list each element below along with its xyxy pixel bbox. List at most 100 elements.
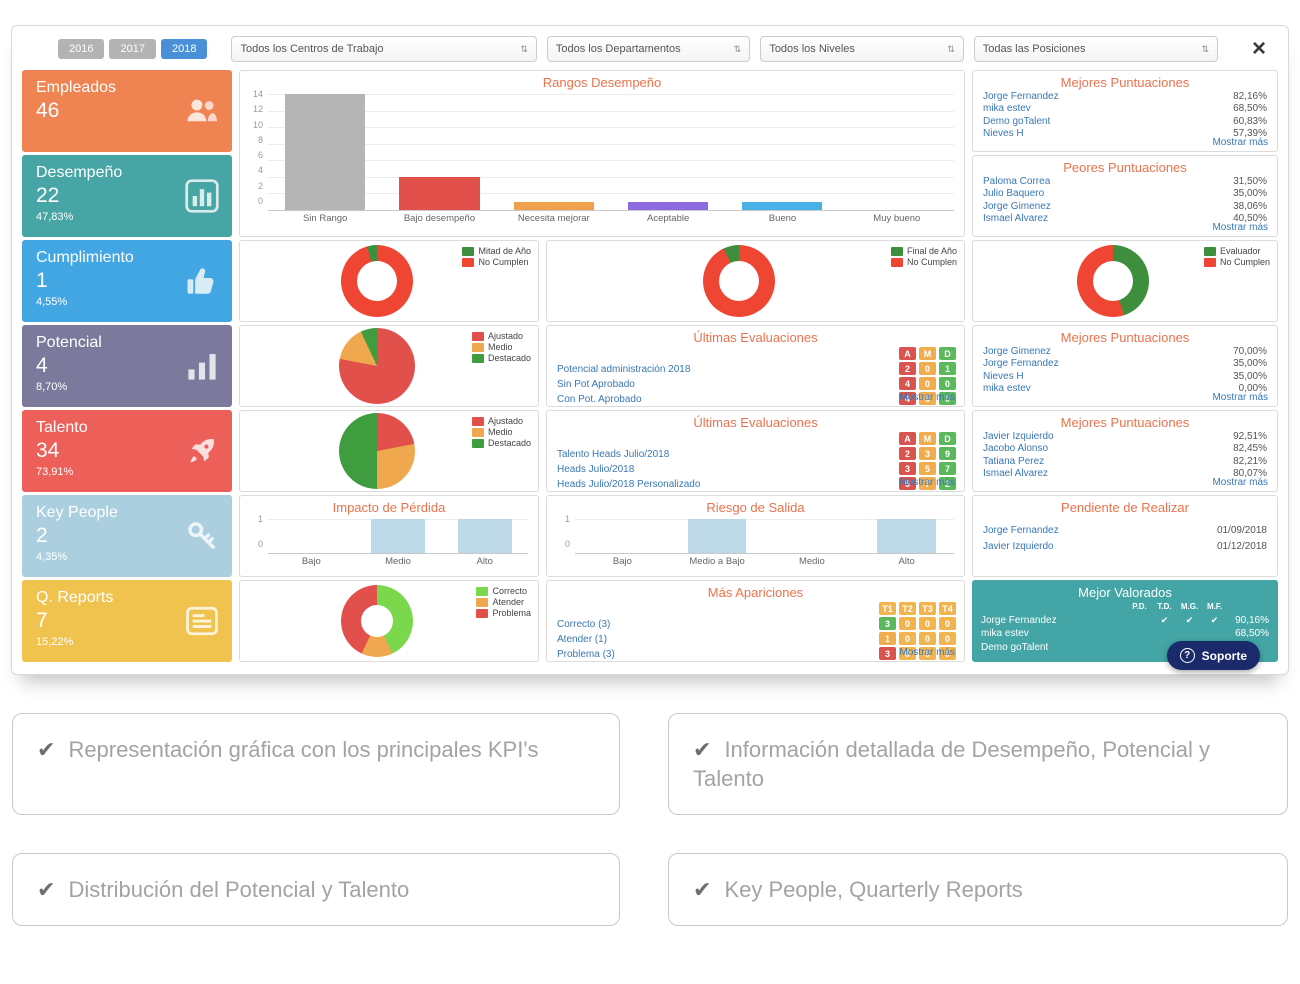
show-more-link[interactable]: Mostrar más xyxy=(899,477,955,488)
person-link[interactable]: Jorge Fernandez xyxy=(983,358,1059,370)
bar-bajo-desempe-o xyxy=(399,176,480,210)
person-link[interactable]: Jorge Gimenez xyxy=(983,346,1051,357)
legend-label: Problema xyxy=(492,608,531,618)
evaluation-link[interactable]: Heads Julio/2018 xyxy=(557,464,635,475)
filter-select-posiciones[interactable]: Todas las Posiciones ⇅ xyxy=(973,36,1218,62)
filter-select-departamentos[interactable]: Todos los Departamentos ⇅ xyxy=(546,36,751,62)
evaluation-link[interactable]: Heads Julio/2018 Personalizado xyxy=(557,479,701,490)
kpi-card-q-reports[interactable]: Q. Reports 7 15,22% xyxy=(22,580,232,662)
evaluation-link[interactable]: Con Pot. Aprobado xyxy=(557,394,642,405)
kpi-card-desempe-o[interactable]: Desempeño 22 47,83% xyxy=(22,155,232,237)
y-axis-tick: 10 xyxy=(252,119,263,130)
filter-select-value: Todos los Centros de Trabajo xyxy=(240,43,384,55)
donut-chart xyxy=(341,245,414,317)
evaluation-link[interactable]: Problema (3) xyxy=(557,649,615,660)
legend-item: Destacado xyxy=(471,353,531,363)
person-link[interactable]: Jorge Fernandez xyxy=(983,91,1059,102)
chart-legend: Evaluador No Cumplen xyxy=(1203,246,1270,268)
column-header-badge: T2 xyxy=(899,602,916,615)
filter-select-centros-trabajo[interactable]: Todos los Centros de Trabajo ⇅ xyxy=(231,36,537,62)
show-more-link[interactable]: Mostrar más xyxy=(1212,477,1268,488)
donut-hole xyxy=(357,261,398,301)
person-link[interactable]: Javier Izquierdo xyxy=(983,541,1054,552)
panel-mejores-puntuaciones-desempeno: Mejores Puntuaciones Jorge Fernandez 82,16… xyxy=(972,70,1278,152)
score-row: Jorge Gimenez 38,06% xyxy=(983,201,1267,213)
dashboard-grid: Rangos Desempeño 14 12 10 8 6 4 2 0 Sin Rango Bajo… xyxy=(22,70,1278,662)
support-label: Soporte xyxy=(1201,648,1247,663)
person-link[interactable]: Julio Baquero xyxy=(983,188,1045,200)
person-link[interactable]: Demo goTalent xyxy=(983,115,1051,127)
person-link[interactable]: Nieves H xyxy=(983,128,1024,140)
filter-select-niveles[interactable]: Todos los Niveles ⇅ xyxy=(760,36,964,62)
value-badge: 1 xyxy=(939,362,956,375)
year-button-2018[interactable]: 2018 xyxy=(160,39,208,59)
value-badge: 0 xyxy=(899,617,916,630)
person-link[interactable]: Nieves H xyxy=(983,370,1024,382)
person-link[interactable]: Jorge Gimenez xyxy=(983,200,1051,212)
kpi-title: Talento xyxy=(36,419,88,436)
filter-select-value: Todos los Departamentos xyxy=(555,43,681,55)
evaluation-link[interactable]: Talento Heads Julio/2018 xyxy=(557,449,670,460)
legend-item: Atender xyxy=(476,597,531,607)
legend-swatch xyxy=(471,438,484,448)
legend-item: Mitad de Año xyxy=(462,246,531,256)
x-axis-label: Muy bueno xyxy=(873,213,921,224)
column-header: M.F. xyxy=(1206,602,1223,611)
panel-peores-puntuaciones: Peores Puntuaciones Paloma Correa 31,50% Ju… xyxy=(972,155,1278,237)
close-icon[interactable]: × xyxy=(1251,35,1266,62)
bar-alto xyxy=(457,519,512,553)
kpi-card-talento[interactable]: Talento 34 73,91% xyxy=(22,410,232,492)
legend-item: No Cumplen xyxy=(1203,257,1270,267)
panel-title: Últimas Evaluaciones xyxy=(693,330,818,345)
kpi-card-potencial[interactable]: Potencial 4 8,70% xyxy=(22,325,232,407)
kpi-card-cumplimiento[interactable]: Cumplimiento 1 4,55% xyxy=(22,240,232,322)
person-link[interactable]: mika estev xyxy=(983,103,1031,115)
kpi-card-empleados[interactable]: Empleados 46 xyxy=(22,70,232,152)
evaluation-link[interactable]: Correcto (3) xyxy=(557,619,611,630)
value-badge: 2 xyxy=(939,477,956,490)
legend-label: No Cumplen xyxy=(1219,257,1270,267)
support-button[interactable]: ? Soporte xyxy=(1166,641,1260,670)
person-link[interactable]: Paloma Correa xyxy=(983,176,1051,187)
person-link[interactable]: Ismael Alvarez xyxy=(983,468,1049,480)
score-row: Nieves H 57,39% xyxy=(983,128,1267,140)
check-icon: ✔ xyxy=(693,877,712,903)
kpi-title: Q. Reports xyxy=(36,589,114,606)
chart-legend: Final de Año No Cumplen xyxy=(890,246,957,268)
show-more-link[interactable]: Mostrar más xyxy=(1212,222,1268,233)
report-icon xyxy=(185,604,219,638)
kpi-percent: 73,91% xyxy=(36,466,74,478)
legend-swatch xyxy=(476,586,489,596)
person-link[interactable]: Tatiana Perez xyxy=(983,455,1045,467)
topbar: 2016 2017 2018 Todos los Centros de Trabaj… xyxy=(24,36,1276,62)
person-link[interactable]: Javier Izquierdo xyxy=(983,431,1054,442)
panel-title: Mejor Valorados xyxy=(1078,585,1172,600)
thumbs-up-icon xyxy=(185,264,219,298)
person-link[interactable]: mika estev xyxy=(983,383,1031,395)
legend-swatch xyxy=(471,342,484,352)
panel-title: Impacto de Pérdida xyxy=(332,500,446,515)
show-more-link[interactable]: Mostrar más xyxy=(899,647,955,658)
person-link[interactable]: Ismael Alvarez xyxy=(983,213,1049,225)
evaluation-link[interactable]: Potencial administración 2018 xyxy=(557,364,691,375)
x-axis-label: Necesita mejorar xyxy=(517,213,590,224)
kpi-card-key-people[interactable]: Key People 2 4,35% xyxy=(22,495,232,577)
kpi-value: 46 xyxy=(36,99,60,122)
column-header: T.D. xyxy=(1157,602,1172,611)
value-badge: 9 xyxy=(939,447,956,460)
evaluation-link[interactable]: Atender (1) xyxy=(557,634,608,645)
show-more-link[interactable]: Mostrar más xyxy=(1212,392,1268,403)
y-axis-tick: 0 xyxy=(257,539,263,549)
person-link[interactable]: Jacobo Alonso xyxy=(983,443,1049,455)
year-button-2017[interactable]: 2017 xyxy=(109,39,156,59)
person-link[interactable]: Jorge Fernandez xyxy=(983,525,1059,536)
panel-impacto-perdida: Impacto de Pérdida 1 0 Bajo Medio Alto xyxy=(239,495,539,577)
panel-distribucion-talento: Ajustado Medio Destacado xyxy=(239,410,539,492)
legend-swatch xyxy=(476,597,489,607)
year-button-2016[interactable]: 2016 xyxy=(58,39,105,59)
show-more-link[interactable]: Mostrar más xyxy=(1212,137,1268,148)
score-value: 35,00% xyxy=(1233,358,1267,370)
evaluation-link[interactable]: Sin Pot Aprobado xyxy=(557,379,635,390)
show-more-link[interactable]: Mostrar más xyxy=(899,392,955,403)
panel-riesgo-salida: Riesgo de Salida 1 0 Bajo Medio a Bajo Medio A… xyxy=(546,495,965,577)
